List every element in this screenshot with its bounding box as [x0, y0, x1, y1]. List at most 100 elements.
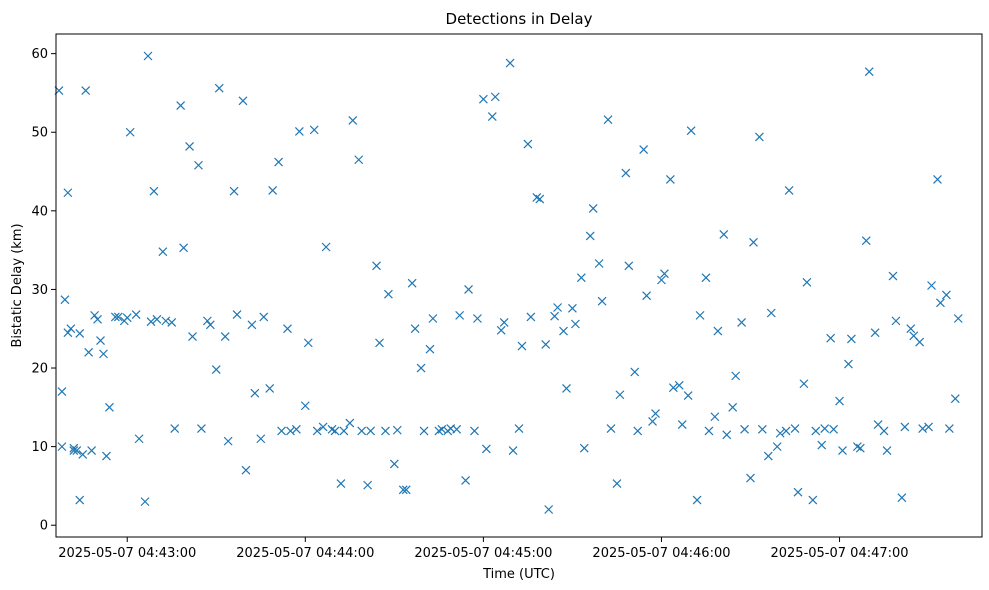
- y-axis-label: Bistatic Delay (km): [10, 223, 25, 347]
- data-point: [146, 317, 156, 327]
- data-point: [69, 446, 79, 455]
- data-point: [826, 333, 836, 343]
- data-point: [490, 92, 500, 102]
- y-tick-label: 60: [31, 47, 48, 62]
- data-point: [541, 340, 551, 349]
- y-tick-label: 30: [31, 283, 48, 298]
- data-point: [514, 424, 524, 433]
- x-tick-label: 2025-05-07 04:43:00: [58, 546, 196, 561]
- data-point: [630, 367, 640, 377]
- data-point: [808, 495, 818, 505]
- data-point: [455, 310, 465, 320]
- data-point: [487, 112, 497, 121]
- data-point: [544, 505, 554, 514]
- data-point: [303, 338, 313, 348]
- data-point: [122, 313, 132, 323]
- data-point: [838, 446, 847, 455]
- data-point: [633, 426, 643, 436]
- data-point: [790, 424, 800, 433]
- data-point: [446, 424, 456, 433]
- data-point: [140, 497, 150, 507]
- data-point: [651, 409, 660, 419]
- data-point: [283, 324, 292, 334]
- data-point: [78, 450, 88, 459]
- data-point: [757, 424, 767, 434]
- data-point: [102, 451, 111, 461]
- data-point: [517, 341, 527, 351]
- data-point: [784, 185, 794, 195]
- data-point: [336, 479, 346, 488]
- y-axis-ticks: 0 10 20 30 40 50 60: [31, 47, 56, 534]
- data-point: [339, 426, 349, 436]
- data-point: [665, 174, 675, 184]
- data-point: [143, 51, 153, 61]
- data-point: [152, 314, 162, 324]
- data-point: [731, 371, 741, 381]
- data-point: [677, 420, 687, 430]
- data-point: [873, 420, 883, 430]
- data-point: [134, 434, 144, 444]
- data-point: [81, 86, 91, 96]
- data-point: [425, 344, 435, 354]
- data-point: [87, 446, 97, 455]
- data-point: [72, 446, 82, 455]
- data-point: [754, 132, 764, 142]
- data-point: [888, 271, 898, 281]
- data-point: [710, 412, 720, 422]
- data-point: [953, 314, 963, 323]
- data-point: [57, 442, 67, 452]
- data-point: [389, 459, 399, 469]
- data-point: [918, 424, 928, 433]
- data-point: [657, 275, 666, 285]
- data-point: [312, 426, 322, 436]
- data-point: [75, 495, 85, 505]
- data-point: [891, 316, 901, 326]
- data-point: [766, 308, 776, 318]
- data-point: [835, 396, 844, 406]
- data-point: [660, 269, 669, 279]
- data-point: [247, 320, 257, 330]
- data-point: [99, 349, 108, 359]
- data-point: [149, 186, 159, 196]
- data-point: [170, 424, 180, 433]
- data-point: [274, 157, 284, 167]
- plot-area-frame: [55, 33, 983, 538]
- data-point: [505, 58, 515, 68]
- data-point: [722, 430, 732, 440]
- data-point: [775, 428, 785, 438]
- data-marks: [54, 51, 963, 514]
- data-point: [202, 316, 212, 326]
- data-point: [63, 188, 73, 198]
- data-point: [686, 126, 696, 136]
- y-tick-label: 50: [31, 126, 48, 141]
- data-point: [220, 332, 230, 342]
- data-point: [461, 475, 471, 485]
- data-point: [621, 168, 631, 178]
- data-point: [944, 424, 954, 433]
- data-point: [674, 380, 684, 390]
- data-point: [57, 387, 67, 397]
- data-point: [277, 426, 286, 436]
- data-point: [256, 434, 266, 444]
- data-point: [864, 67, 874, 77]
- data-point: [496, 325, 506, 335]
- x-axis-label: Time (UTC): [482, 567, 555, 582]
- data-point: [464, 285, 473, 294]
- x-tick-label: 2025-05-07 04:47:00: [770, 546, 908, 561]
- data-point: [624, 261, 634, 271]
- data-point: [713, 326, 723, 336]
- data-point: [354, 155, 364, 165]
- y-tick-label: 10: [31, 440, 48, 455]
- data-point: [268, 185, 278, 195]
- data-point: [214, 83, 224, 93]
- data-point: [897, 493, 907, 503]
- data-point: [737, 318, 747, 327]
- data-point: [606, 424, 616, 433]
- y-tick-label: 20: [31, 362, 48, 377]
- data-point: [300, 401, 310, 411]
- data-point: [238, 96, 248, 106]
- data-point: [950, 394, 960, 404]
- data-point: [594, 259, 604, 268]
- data-point: [392, 425, 402, 435]
